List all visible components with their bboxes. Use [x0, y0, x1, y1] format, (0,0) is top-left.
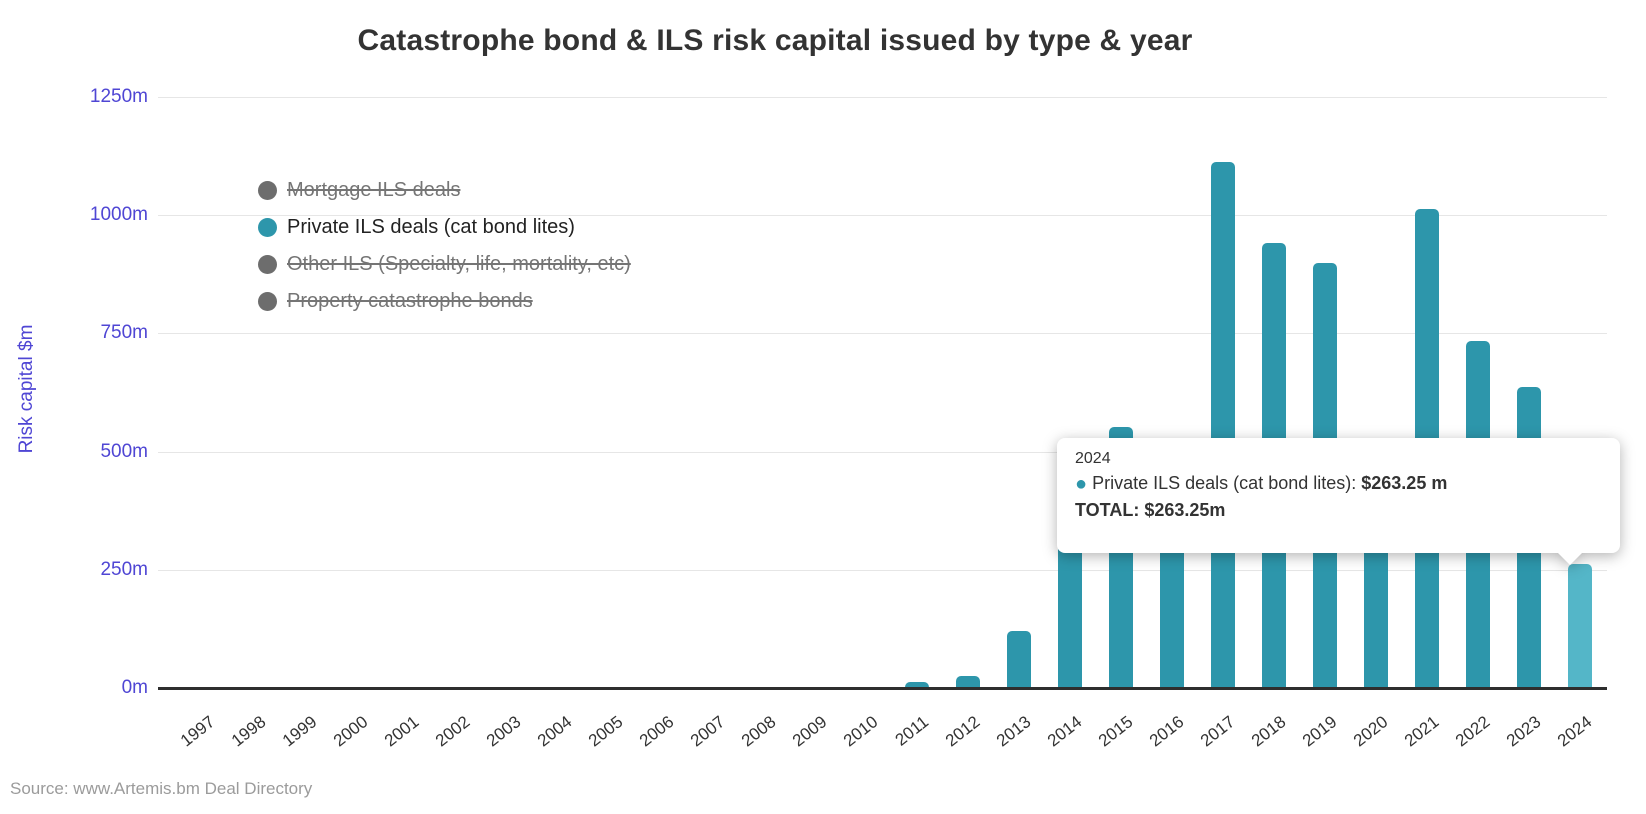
x-tick-label-2022: 2022 — [1452, 712, 1494, 751]
legend-label: Property catastrophe bonds — [287, 290, 533, 312]
x-tick-label-2012: 2012 — [942, 712, 984, 751]
tooltip-series-label: Private ILS deals (cat bond lites): — [1092, 473, 1362, 493]
gridline-500m — [158, 451, 1607, 453]
gridline-1250m — [158, 97, 1607, 98]
tooltip-series-value: $263.25 m — [1361, 473, 1448, 493]
x-tick-label-2008: 2008 — [738, 712, 780, 751]
x-tick-label-2011: 2011 — [892, 712, 933, 750]
x-tick-label-1999: 1999 — [279, 712, 321, 751]
x-tick-label-2015: 2015 — [1095, 712, 1137, 751]
y-tick-label-750m: 750m — [100, 322, 148, 344]
legend-label: Mortgage ILS deals — [287, 179, 461, 201]
x-tick-label-2006: 2006 — [636, 712, 678, 751]
tooltip-year: 2024 — [1075, 450, 1111, 467]
x-tick-label-2018: 2018 — [1248, 712, 1290, 751]
y-tick-label-500m: 500m — [100, 440, 148, 462]
legend-marker-icon — [258, 292, 277, 311]
x-tick-label-2009: 2009 — [789, 712, 831, 751]
x-tick-label-2005: 2005 — [585, 712, 627, 751]
legend-label: Private ILS deals (cat bond lites) — [287, 216, 575, 238]
legend-item-other-ils[interactable]: Other ILS (Specialty, life, mortality, e… — [258, 246, 631, 283]
y-tick-label-1250m: 1250m — [89, 86, 148, 107]
bar-2017[interactable] — [1211, 162, 1235, 688]
chart-title: Catastrophe bond & ILS risk capital issu… — [357, 24, 1193, 57]
bar-2011[interactable] — [905, 682, 929, 688]
legend-item-property-cat-bonds[interactable]: Property catastrophe bonds — [258, 283, 631, 320]
legend-marker-icon — [258, 181, 277, 200]
x-tick-label-2016: 2016 — [1146, 712, 1188, 751]
legend-item-private-ils[interactable]: Private ILS deals (cat bond lites) — [258, 209, 631, 246]
tooltip-total: TOTAL: $263.25m — [1075, 500, 1226, 520]
tooltip: 2024 ● Private ILS deals (cat bond lites… — [1057, 438, 1620, 565]
y-tick-label-250m: 250m — [100, 558, 148, 580]
tooltip-series-line: ● Private ILS deals (cat bond lites): $2… — [1075, 473, 1602, 496]
x-tick-label-1998: 1998 — [228, 712, 270, 751]
x-tick-label-2003: 2003 — [483, 712, 525, 751]
y-tick-label-1000m: 1000m — [89, 204, 148, 226]
gridline-750m — [158, 333, 1607, 335]
x-tick-label-2013: 2013 — [993, 712, 1035, 751]
x-tick-label-2002: 2002 — [432, 712, 474, 751]
tooltip-box: 2024 ● Private ILS deals (cat bond lites… — [1057, 438, 1620, 565]
x-tick-label-2010: 2010 — [840, 712, 882, 751]
x-tick-label-2004: 2004 — [534, 712, 576, 751]
x-tick-label-2000: 2000 — [330, 712, 372, 751]
source-credit: Source: www.Artemis.bm Deal Directory — [10, 779, 313, 798]
bar-2024[interactable] — [1568, 564, 1592, 688]
x-tick-label-2021: 2021 — [1401, 712, 1443, 751]
x-tick-label-2007: 2007 — [687, 712, 729, 751]
gridline-250m — [158, 569, 1607, 571]
x-tick-label-2020: 2020 — [1350, 712, 1392, 751]
x-tick-label-1997: 1997 — [177, 712, 219, 751]
y-tick-label-0m: 0m — [121, 677, 148, 698]
bar-2013[interactable] — [1007, 631, 1031, 688]
x-tick-label-2017: 2017 — [1197, 712, 1239, 751]
x-axis-line — [158, 687, 1607, 690]
series-marker-icon: ● — [1075, 473, 1088, 495]
gridline-1000m — [158, 215, 1607, 217]
legend-label: Other ILS (Specialty, life, mortality, e… — [287, 253, 631, 275]
legend: Mortgage ILS deals Private ILS deals (cat… — [258, 172, 631, 320]
x-tick-label-2024: 2024 — [1554, 712, 1596, 751]
x-tick-label-2014: 2014 — [1044, 712, 1086, 751]
bar-2012[interactable] — [956, 676, 980, 688]
legend-item-mortgage-ils[interactable]: Mortgage ILS deals — [258, 172, 631, 209]
x-tick-label-2001: 2001 — [381, 712, 423, 751]
legend-marker-icon — [258, 255, 277, 274]
tooltip-pointer-icon — [1558, 553, 1582, 565]
legend-marker-icon — [258, 218, 277, 237]
x-tick-label-2023: 2023 — [1503, 712, 1545, 751]
x-tick-label-2019: 2019 — [1299, 712, 1341, 751]
